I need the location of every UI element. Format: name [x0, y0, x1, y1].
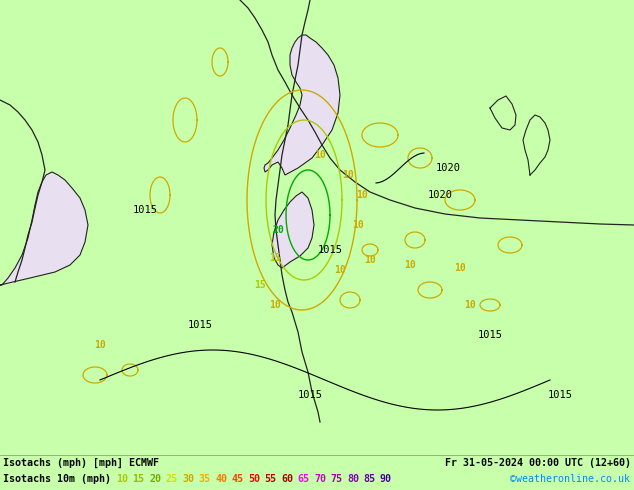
Text: 10: 10: [342, 170, 354, 180]
Text: Fr 31-05-2024 00:00 UTC (12+60): Fr 31-05-2024 00:00 UTC (12+60): [445, 458, 631, 468]
Text: 30: 30: [182, 474, 194, 484]
Text: 75: 75: [330, 474, 342, 484]
Text: 50: 50: [248, 474, 260, 484]
Polygon shape: [272, 192, 314, 268]
Text: 55: 55: [264, 474, 276, 484]
Polygon shape: [0, 172, 88, 285]
Text: 1015: 1015: [297, 390, 323, 400]
Text: 1020: 1020: [436, 163, 460, 173]
Text: 90: 90: [380, 474, 392, 484]
Text: 80: 80: [347, 474, 359, 484]
Text: 10: 10: [404, 260, 416, 270]
Text: 1015: 1015: [477, 330, 503, 340]
Polygon shape: [264, 35, 340, 175]
Text: 1020: 1020: [427, 190, 453, 200]
Polygon shape: [490, 96, 516, 130]
Text: 10: 10: [269, 300, 281, 310]
Text: 15: 15: [133, 474, 145, 484]
Text: Isotachs (mph) [mph] ECMWF: Isotachs (mph) [mph] ECMWF: [3, 458, 159, 468]
Text: 10: 10: [334, 265, 346, 275]
Text: 10: 10: [356, 190, 368, 200]
Text: ©weatheronline.co.uk: ©weatheronline.co.uk: [510, 474, 630, 484]
Text: 20: 20: [149, 474, 161, 484]
Text: 70: 70: [314, 474, 326, 484]
Text: 25: 25: [165, 474, 178, 484]
Text: 20: 20: [272, 225, 284, 235]
Text: 1015: 1015: [548, 390, 573, 400]
Text: 1015: 1015: [188, 320, 212, 330]
Text: 35: 35: [198, 474, 210, 484]
Text: 10: 10: [314, 150, 326, 160]
Text: 15: 15: [254, 280, 266, 290]
Text: 10: 10: [364, 255, 376, 265]
Text: Isotachs 10m (mph): Isotachs 10m (mph): [3, 474, 111, 484]
Text: 10: 10: [454, 263, 466, 273]
Text: 65: 65: [297, 474, 309, 484]
Polygon shape: [523, 115, 550, 175]
Text: 10: 10: [94, 340, 106, 350]
Text: 10: 10: [116, 474, 128, 484]
Text: 1015: 1015: [318, 245, 342, 255]
Text: 1015: 1015: [133, 205, 157, 215]
Text: 10: 10: [352, 220, 364, 230]
Text: 85: 85: [363, 474, 375, 484]
Text: 15: 15: [269, 253, 281, 263]
Text: 45: 45: [231, 474, 243, 484]
Text: 40: 40: [215, 474, 227, 484]
Text: 10: 10: [464, 300, 476, 310]
Text: 60: 60: [281, 474, 293, 484]
